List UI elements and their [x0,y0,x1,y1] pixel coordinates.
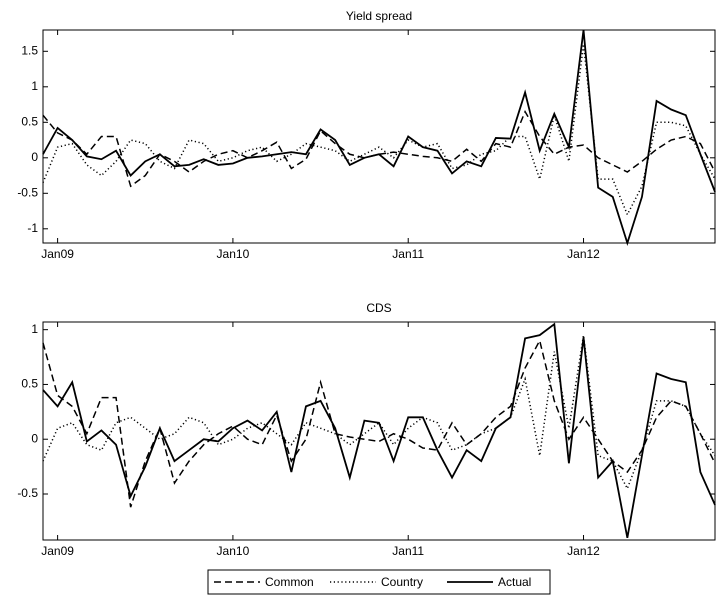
plot-frame [42,321,716,541]
chart-title: Yield spread [346,9,412,23]
legend-label: Actual [498,575,531,589]
legend-box [207,569,551,595]
x-tick-label: Jan12 [567,247,600,261]
x-tick-label: Jan11 [392,247,424,261]
y-tick-label: 1 [31,322,38,336]
series-line [42,109,716,188]
x-tick-label: Jan09 [41,247,74,261]
x-tick-label: Jan12 [567,544,600,558]
x-tick-label: Jan09 [41,544,74,558]
series-line [42,322,716,538]
y-tick-label: -1 [27,221,38,235]
series-line [42,29,716,246]
series-line [42,44,716,217]
y-tick-label: -0.5 [17,486,38,500]
y-tick-label: -0.5 [17,185,38,199]
legend-label: Country [381,575,423,589]
legend-label: Common [265,575,314,589]
y-tick-label: 0 [31,431,38,445]
x-tick-label: Jan11 [392,544,424,558]
chart-title: CDS [366,301,391,315]
y-tick-label: 0 [31,150,38,164]
x-tick-label: Jan10 [217,247,250,261]
y-tick-label: 0.5 [21,114,38,128]
plot-frame [42,29,716,244]
y-tick-label: 0.5 [21,377,38,391]
x-tick-label: Jan10 [217,544,250,558]
y-tick-label: 1.5 [21,43,38,57]
y-tick-label: 1 [31,79,38,93]
